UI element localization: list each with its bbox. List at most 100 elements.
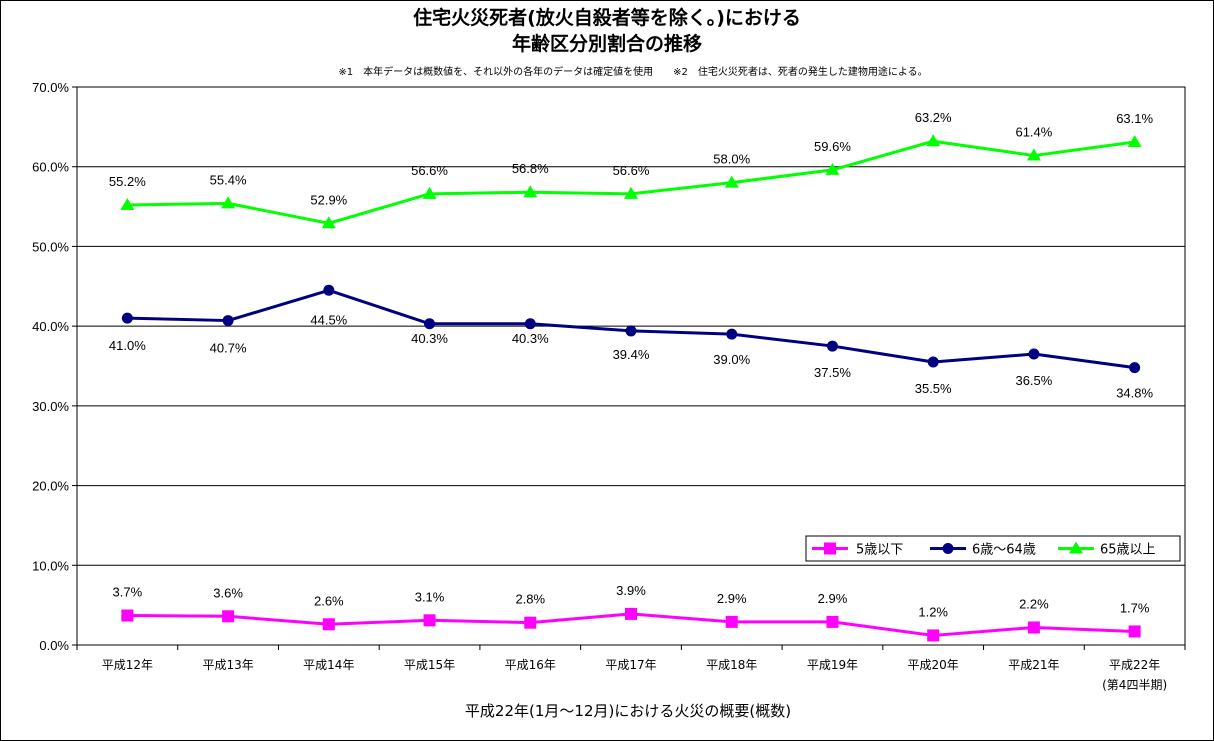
data-point xyxy=(725,615,738,628)
x-tick-label: 平成13年 xyxy=(202,658,253,672)
data-label: 3.6% xyxy=(213,585,243,600)
data-label: 40.3% xyxy=(512,331,549,346)
legend-label: 6歳～64歳 xyxy=(972,543,1036,558)
data-point xyxy=(523,185,538,198)
data-point xyxy=(422,186,437,199)
data-label: 2.9% xyxy=(818,591,848,606)
data-label: 1.7% xyxy=(1120,600,1150,615)
data-point xyxy=(1127,135,1142,148)
x-tick-label: 平成18年 xyxy=(706,658,757,672)
data-point xyxy=(424,318,436,330)
data-point xyxy=(524,318,536,330)
data-point xyxy=(222,610,235,623)
data-label: 55.4% xyxy=(210,172,247,187)
x-tick-label: 平成14年 xyxy=(303,658,354,672)
x-tick-label: 平成15年 xyxy=(404,658,455,672)
x-tick-label: 平成12年 xyxy=(102,658,153,672)
x-axis-ticks: 平成12年 平成13年 平成14年 平成15年 平成16年 平成17年 平成18年 平成19年… xyxy=(76,645,1186,692)
data-label: 55.2% xyxy=(109,174,146,189)
data-point xyxy=(625,607,637,620)
x-tick-label: 平成16年 xyxy=(505,658,556,672)
plot-area-border xyxy=(76,86,1186,646)
chart-title-line2: 年齢区分別割合の推移 xyxy=(512,32,702,55)
data-label: 34.8% xyxy=(1116,386,1153,401)
data-point xyxy=(323,284,335,296)
legend-marker xyxy=(942,543,954,554)
data-label: 36.5% xyxy=(1015,373,1052,388)
legend-box xyxy=(805,535,1181,562)
y-tick-label: 50.0% xyxy=(32,239,69,254)
data-point xyxy=(322,618,335,631)
x-tick-label: 平成22年 xyxy=(1109,658,1160,672)
data-label: 2.6% xyxy=(314,593,344,608)
y-tick-label: 30.0% xyxy=(32,399,69,414)
data-label: 2.8% xyxy=(515,592,545,607)
data-label: 40.3% xyxy=(411,331,448,346)
data-point xyxy=(826,340,838,352)
data-point xyxy=(625,325,637,337)
data-point xyxy=(1028,348,1040,360)
data-point xyxy=(927,629,940,642)
data-label: 39.4% xyxy=(613,347,650,362)
data-point xyxy=(1129,362,1141,374)
chart-note: ※1 本年データは概数値を、それ以外の各年のデータは確定値を使用 ※2 住宅火災… xyxy=(338,65,927,78)
legend-item-1: 5歳以下 xyxy=(812,542,903,558)
chart-footer: 平成22年(1月～12月)における火災の概要(概数) xyxy=(465,702,791,720)
legend-label: 65歳以上 xyxy=(1100,543,1156,558)
data-label: 41.0% xyxy=(109,338,146,353)
data-label: 35.5% xyxy=(915,381,952,396)
y-tick-label: 0.0% xyxy=(39,638,69,653)
data-label: 56.6% xyxy=(411,163,448,178)
data-label: 58.0% xyxy=(713,152,750,167)
data-point xyxy=(1027,621,1040,634)
data-label: 56.6% xyxy=(613,163,650,178)
data-label: 61.4% xyxy=(1015,125,1052,140)
data-label: 52.9% xyxy=(310,192,347,207)
data-label: 3.7% xyxy=(113,585,143,600)
legend-marker xyxy=(1069,541,1083,554)
legend-marker xyxy=(824,542,836,555)
y-tick-label: 20.0% xyxy=(32,479,69,494)
data-label: 2.2% xyxy=(1019,596,1049,611)
series-3: 55.2% 55.4% 52.9% 56.6% 56.8% 56.6% 58.0% 59.6%… xyxy=(109,110,1154,229)
legend-label: 5歳以下 xyxy=(856,543,903,558)
data-point xyxy=(927,356,939,368)
data-label: 37.5% xyxy=(814,365,851,380)
y-tick-label: 70.0% xyxy=(32,80,69,95)
y-tick-label: 40.0% xyxy=(32,319,69,334)
data-point xyxy=(121,609,134,622)
data-label: 63.2% xyxy=(915,110,952,125)
data-point xyxy=(121,312,133,324)
x-tick-sublabel: (第4四半期) xyxy=(1102,678,1167,692)
chart-title-line1: 住宅火災死者(放火自殺者等を除く。)における xyxy=(413,6,801,29)
data-point xyxy=(1026,148,1041,161)
data-label: 44.5% xyxy=(310,312,347,327)
data-label: 3.9% xyxy=(616,583,646,598)
data-point xyxy=(1128,625,1141,638)
series-group: 3.7% 3.6% 2.6% 3.1% 2.8% 3.9% 2.9% 2.9% 1.2% 2.2%… xyxy=(109,110,1154,642)
data-point xyxy=(826,615,839,628)
data-point xyxy=(222,315,234,327)
data-point xyxy=(726,328,738,340)
data-point xyxy=(926,134,941,147)
series-2: 41.0% 40.7% 44.5% 40.3% 40.3% 39.4% 39.0% 37.5%… xyxy=(109,284,1154,401)
x-tick-label: 平成19年 xyxy=(807,658,858,672)
y-axis-ticks: 0.0% 10.0% 20.0% 30.0% 40.0% 50.0% 60.0% 70.0% xyxy=(32,80,77,653)
series-line xyxy=(127,139,1135,225)
data-point xyxy=(423,614,436,627)
series-1: 3.7% 3.6% 2.6% 3.1% 2.8% 3.9% 2.9% 2.9% 1.2% 2.2%… xyxy=(113,583,1150,642)
data-label: 1.2% xyxy=(918,604,948,619)
x-tick-label: 平成17年 xyxy=(605,658,656,672)
data-point xyxy=(825,162,840,175)
x-tick-label: 平成20年 xyxy=(908,658,959,672)
data-label: 59.6% xyxy=(814,139,851,154)
data-point xyxy=(724,175,739,188)
data-label: 2.9% xyxy=(717,591,747,606)
data-point xyxy=(524,616,537,629)
data-label: 3.1% xyxy=(415,589,445,604)
data-point xyxy=(321,216,336,229)
x-tick-label: 平成21年 xyxy=(1008,658,1059,672)
legend: 5歳以下 6歳～64歳 65歳以上 xyxy=(805,535,1181,562)
y-tick-label: 10.0% xyxy=(32,558,69,573)
legend-item-3: 65歳以上 xyxy=(1058,541,1156,558)
